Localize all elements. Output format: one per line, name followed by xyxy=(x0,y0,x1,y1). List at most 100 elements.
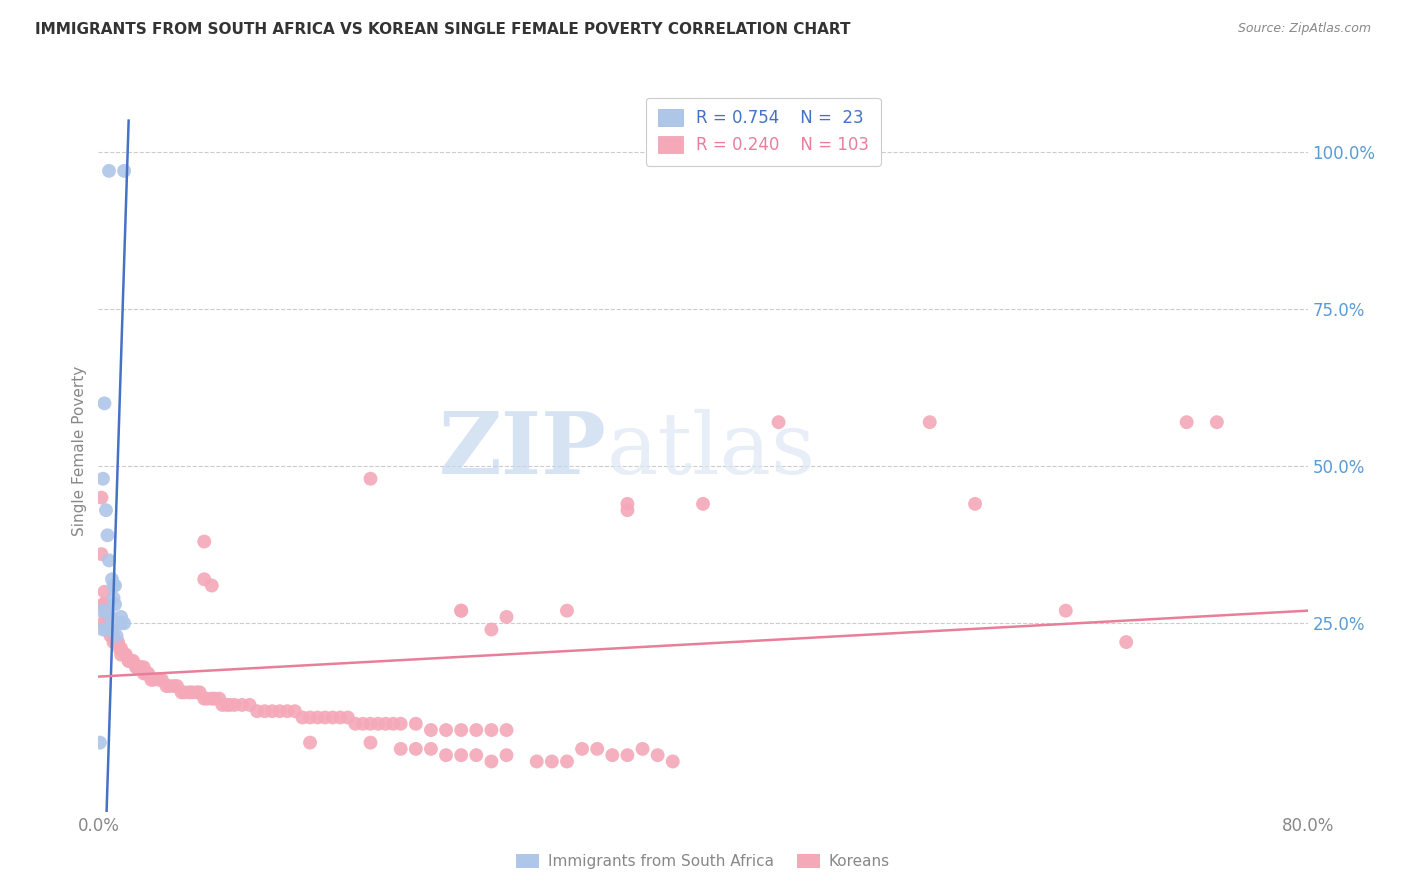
Point xyxy=(93,584,115,599)
Point xyxy=(98,623,121,637)
Point xyxy=(661,755,683,769)
Point xyxy=(96,604,118,618)
Point xyxy=(103,629,125,643)
Point xyxy=(118,654,141,668)
Point xyxy=(450,604,472,618)
Point xyxy=(100,629,122,643)
Point xyxy=(450,723,472,737)
Point xyxy=(360,716,382,731)
Point xyxy=(170,685,193,699)
Point xyxy=(136,666,159,681)
Point xyxy=(118,654,141,668)
Text: IMMIGRANTS FROM SOUTH AFRICA VS KOREAN SINGLE FEMALE POVERTY CORRELATION CHART: IMMIGRANTS FROM SOUTH AFRICA VS KOREAN S… xyxy=(35,22,851,37)
Point xyxy=(100,610,122,624)
Point xyxy=(94,604,117,618)
Point xyxy=(420,742,443,756)
Point xyxy=(166,679,188,693)
Point xyxy=(103,578,125,592)
Point xyxy=(89,736,111,750)
Point xyxy=(110,648,132,662)
Point xyxy=(132,666,155,681)
Point xyxy=(108,641,131,656)
Point xyxy=(101,572,124,586)
Point xyxy=(94,503,117,517)
Point xyxy=(142,673,165,687)
Point xyxy=(163,679,186,693)
Point xyxy=(360,736,382,750)
Point xyxy=(374,716,396,731)
Point xyxy=(299,710,322,724)
Point xyxy=(103,591,125,606)
Point xyxy=(103,635,125,649)
Point xyxy=(616,503,638,517)
Point xyxy=(181,685,204,699)
Point xyxy=(495,610,517,624)
Legend: R = 0.754    N =  23, R = 0.240    N = 103: R = 0.754 N = 23, R = 0.240 N = 103 xyxy=(647,97,880,166)
Point xyxy=(110,641,132,656)
Point xyxy=(269,704,291,718)
Point xyxy=(148,673,170,687)
Point xyxy=(193,572,215,586)
Point xyxy=(114,648,136,662)
Point xyxy=(299,736,322,750)
Point xyxy=(631,742,654,756)
Point xyxy=(104,598,127,612)
Point xyxy=(90,547,112,561)
Point xyxy=(173,685,195,699)
Point xyxy=(555,604,578,618)
Point xyxy=(647,748,669,763)
Point xyxy=(918,415,941,429)
Point xyxy=(405,742,427,756)
Point xyxy=(389,742,412,756)
Point xyxy=(465,723,488,737)
Text: ZIP: ZIP xyxy=(439,409,606,492)
Point xyxy=(193,691,215,706)
Point xyxy=(1115,635,1137,649)
Point xyxy=(276,704,298,718)
Point xyxy=(616,748,638,763)
Point xyxy=(344,716,367,731)
Point xyxy=(239,698,262,712)
Point xyxy=(495,723,517,737)
Point xyxy=(231,698,253,712)
Point xyxy=(211,698,233,712)
Point xyxy=(125,660,148,674)
Point xyxy=(586,742,609,756)
Point xyxy=(110,616,132,631)
Point xyxy=(132,660,155,674)
Point xyxy=(107,635,129,649)
Point xyxy=(307,710,329,724)
Point xyxy=(186,685,208,699)
Point xyxy=(481,723,503,737)
Point xyxy=(121,654,143,668)
Point xyxy=(101,623,124,637)
Point xyxy=(692,497,714,511)
Point xyxy=(367,716,389,731)
Point xyxy=(96,528,118,542)
Point xyxy=(112,616,135,631)
Point xyxy=(465,748,488,763)
Point xyxy=(555,755,578,769)
Point xyxy=(360,472,382,486)
Point xyxy=(201,691,224,706)
Point xyxy=(90,491,112,505)
Point xyxy=(96,604,118,618)
Point xyxy=(208,691,231,706)
Point xyxy=(98,164,121,178)
Point xyxy=(602,748,624,763)
Point xyxy=(336,710,359,724)
Point xyxy=(322,710,344,724)
Point xyxy=(155,679,177,693)
Point xyxy=(195,691,218,706)
Point xyxy=(114,648,136,662)
Point xyxy=(382,716,405,731)
Point xyxy=(105,635,128,649)
Point xyxy=(262,704,284,718)
Point xyxy=(100,623,122,637)
Point xyxy=(389,716,412,731)
Point xyxy=(352,716,374,731)
Point xyxy=(96,610,118,624)
Point xyxy=(188,685,211,699)
Point xyxy=(253,704,276,718)
Point xyxy=(93,396,115,410)
